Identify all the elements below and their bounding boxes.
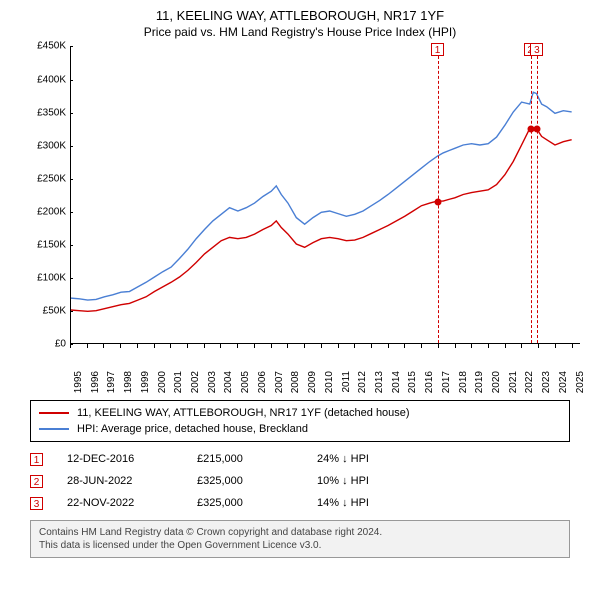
- sale-price: £215,000: [197, 453, 317, 465]
- x-axis-label: 1995: [73, 371, 84, 393]
- legend-row: 11, KEELING WAY, ATTLEBOROUGH, NR17 1YF …: [39, 405, 561, 421]
- page-subtitle: Price paid vs. HM Land Registry's House …: [0, 25, 600, 41]
- sale-row: 3 22-NOV-2022£325,00014% ↓ HPI: [30, 492, 570, 514]
- x-axis-label: 2008: [290, 371, 301, 393]
- chart-lines: [71, 46, 580, 343]
- x-axis-label: 1996: [90, 371, 101, 393]
- x-axis-label: 1997: [106, 371, 117, 393]
- series-property: [71, 129, 572, 312]
- y-axis-label: £0: [20, 339, 66, 350]
- sale-marker-line: [438, 46, 439, 343]
- sale-date: 12-DEC-2016: [67, 453, 197, 465]
- sale-hpi-diff: 24% ↓ HPI: [317, 453, 570, 465]
- y-axis-label: £150K: [20, 240, 66, 251]
- x-axis-label: 2010: [324, 371, 335, 393]
- x-axis-label: 2002: [190, 371, 201, 393]
- plot-area: 123: [70, 46, 580, 344]
- page-title-address: 11, KEELING WAY, ATTLEBOROUGH, NR17 1YF: [0, 8, 600, 25]
- x-axis-label: 2018: [458, 371, 469, 393]
- x-axis-label: 2016: [424, 371, 435, 393]
- x-axis-label: 1999: [140, 371, 151, 393]
- legend-swatch: [39, 428, 69, 430]
- sale-date: 22-NOV-2022: [67, 497, 197, 509]
- legend-row: HPI: Average price, detached house, Brec…: [39, 421, 561, 437]
- y-axis-label: £200K: [20, 207, 66, 218]
- y-axis-label: £450K: [20, 41, 66, 52]
- x-axis-label: 2021: [508, 371, 519, 393]
- x-axis-label: 2000: [157, 371, 168, 393]
- sale-marker-badge: 1: [431, 43, 444, 56]
- sale-row: 1 12-DEC-2016£215,00024% ↓ HPI: [30, 448, 570, 470]
- y-axis-label: £50K: [20, 306, 66, 317]
- x-axis-label: 2012: [357, 371, 368, 393]
- footer-line-1: Contains HM Land Registry data © Crown c…: [39, 526, 561, 539]
- legend: 11, KEELING WAY, ATTLEBOROUGH, NR17 1YF …: [30, 400, 570, 442]
- x-axis-label: 2015: [407, 371, 418, 393]
- series-hpi: [71, 93, 572, 301]
- x-axis-label: 2020: [491, 371, 502, 393]
- x-axis-label: 2022: [524, 371, 535, 393]
- x-axis-label: 2005: [240, 371, 251, 393]
- sale-price: £325,000: [197, 475, 317, 487]
- sale-hpi-diff: 14% ↓ HPI: [317, 497, 570, 509]
- x-axis-label: 2006: [257, 371, 268, 393]
- x-axis-label: 2003: [207, 371, 218, 393]
- legend-label: 11, KEELING WAY, ATTLEBOROUGH, NR17 1YF …: [77, 407, 410, 419]
- x-axis-label: 2014: [391, 371, 402, 393]
- x-axis-label: 2009: [307, 371, 318, 393]
- y-axis-label: £250K: [20, 173, 66, 184]
- sale-marker-line: [537, 46, 538, 343]
- sale-price: £325,000: [197, 497, 317, 509]
- price-chart: 123 £0 £50K £100K £150K £200K £250K £300K £350K…: [20, 46, 580, 396]
- x-axis-label: 2023: [541, 371, 552, 393]
- sale-marker-badge: 3: [530, 43, 543, 56]
- x-axis-label: 2013: [374, 371, 385, 393]
- attribution-footer: Contains HM Land Registry data © Crown c…: [30, 520, 570, 558]
- x-axis-label: 2004: [223, 371, 234, 393]
- x-axis-label: 2017: [441, 371, 452, 393]
- x-axis-label: 2019: [474, 371, 485, 393]
- sales-table: 1 12-DEC-2016£215,00024% ↓ HPI 2 28-JUN-202…: [30, 448, 570, 514]
- x-axis-label: 2011: [341, 371, 352, 393]
- sale-row: 2 28-JUN-2022£325,00010% ↓ HPI: [30, 470, 570, 492]
- footer-line-2: This data is licensed under the Open Gov…: [39, 539, 561, 552]
- x-axis-label: 2024: [558, 371, 569, 393]
- sale-row-badge: 2: [30, 475, 43, 488]
- sale-row-badge: 3: [30, 497, 43, 510]
- x-axis-label: 2007: [274, 371, 285, 393]
- sale-hpi-diff: 10% ↓ HPI: [317, 475, 570, 487]
- sale-marker-dot: [435, 199, 442, 206]
- sale-date: 28-JUN-2022: [67, 475, 197, 487]
- y-axis-label: £400K: [20, 74, 66, 85]
- x-axis-label: 1998: [123, 371, 134, 393]
- x-axis-label: 2025: [575, 371, 586, 393]
- sale-marker-dot: [534, 126, 541, 133]
- legend-label: HPI: Average price, detached house, Brec…: [77, 423, 308, 435]
- legend-swatch: [39, 412, 69, 414]
- y-axis-label: £100K: [20, 273, 66, 284]
- x-axis-label: 2001: [173, 371, 184, 393]
- sale-row-badge: 1: [30, 453, 43, 466]
- sale-marker-line: [531, 46, 532, 343]
- y-axis-label: £350K: [20, 107, 66, 118]
- y-axis-label: £300K: [20, 140, 66, 151]
